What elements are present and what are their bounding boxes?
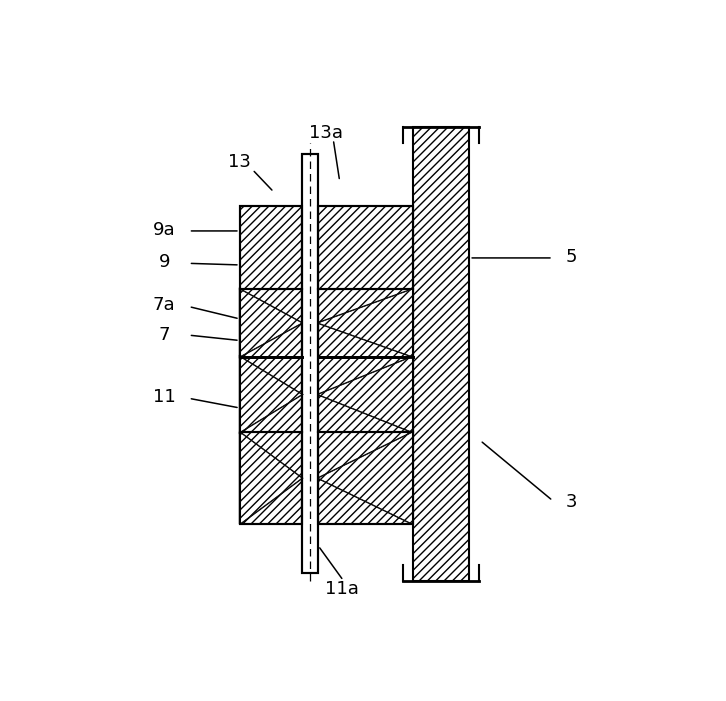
Bar <box>240 205 302 524</box>
Text: 13a: 13a <box>309 123 343 142</box>
Polygon shape <box>240 433 302 524</box>
Polygon shape <box>318 357 412 433</box>
Polygon shape <box>318 433 412 524</box>
Polygon shape <box>318 290 412 357</box>
Polygon shape <box>240 290 302 357</box>
Text: 5: 5 <box>566 248 578 266</box>
Text: 9: 9 <box>158 253 170 271</box>
Text: 7a: 7a <box>153 297 176 315</box>
Polygon shape <box>318 357 412 433</box>
Polygon shape <box>240 290 302 357</box>
Polygon shape <box>318 290 412 357</box>
Bar <box>240 205 302 524</box>
Bar <box>318 205 412 524</box>
Text: 9a: 9a <box>153 221 176 239</box>
Text: 11a: 11a <box>325 580 359 598</box>
Polygon shape <box>240 433 302 524</box>
Bar <box>302 154 318 573</box>
Bar <box>412 128 469 580</box>
Bar <box>318 205 412 524</box>
Text: 11: 11 <box>153 388 176 406</box>
Bar <box>302 154 318 573</box>
Polygon shape <box>318 433 412 524</box>
Text: 7: 7 <box>158 326 170 344</box>
Text: 13: 13 <box>229 154 251 171</box>
Polygon shape <box>240 357 302 433</box>
Polygon shape <box>240 357 302 433</box>
Text: 3: 3 <box>566 494 578 512</box>
